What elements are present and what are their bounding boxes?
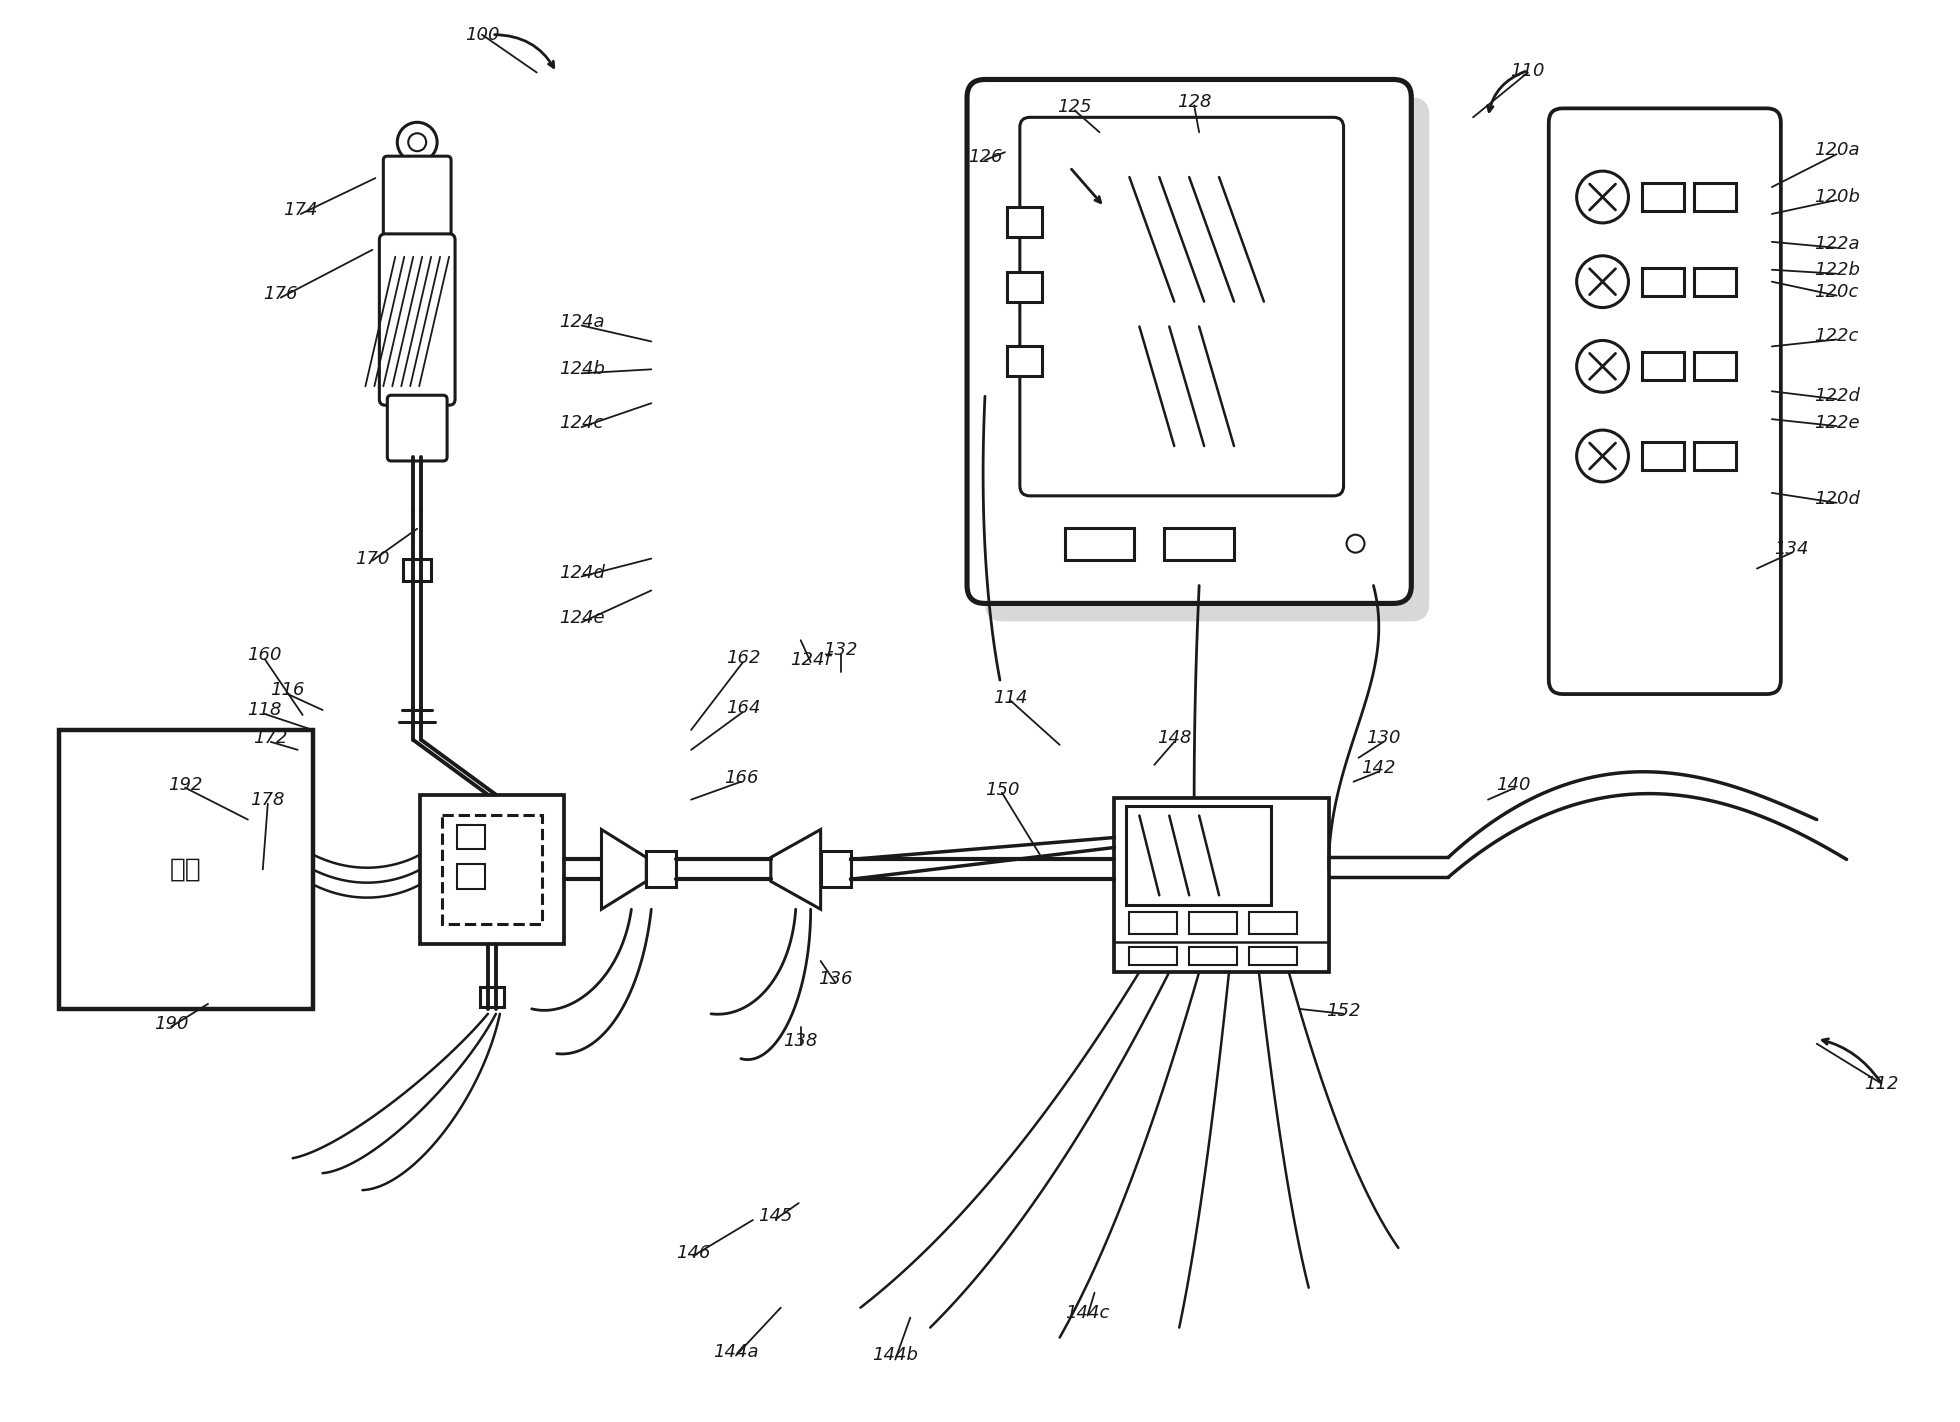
Bar: [821, 852, 851, 887]
Text: 166: 166: [723, 769, 759, 786]
Circle shape: [1576, 429, 1629, 482]
Polygon shape: [602, 829, 647, 909]
Text: 116: 116: [270, 681, 306, 700]
Text: 122c: 122c: [1815, 327, 1858, 346]
FancyBboxPatch shape: [388, 395, 447, 461]
Text: 128: 128: [1176, 94, 1211, 111]
Text: 192: 192: [169, 776, 202, 793]
Bar: [1693, 353, 1737, 380]
Circle shape: [1347, 535, 1364, 553]
Bar: [1007, 272, 1043, 301]
Bar: [1642, 353, 1684, 380]
Bar: [1115, 798, 1329, 973]
Text: 122a: 122a: [1813, 235, 1860, 253]
Bar: [443, 815, 541, 924]
Text: 122d: 122d: [1813, 387, 1860, 405]
Text: 142: 142: [1360, 759, 1396, 776]
Bar: [1129, 947, 1178, 966]
FancyBboxPatch shape: [384, 156, 451, 243]
Polygon shape: [770, 829, 821, 909]
Text: 122e: 122e: [1813, 414, 1860, 432]
Bar: [1007, 208, 1043, 237]
Text: 134: 134: [1774, 539, 1809, 557]
Text: 132: 132: [823, 641, 858, 660]
Bar: [1164, 528, 1235, 560]
Text: 164: 164: [725, 700, 760, 717]
Text: 122b: 122b: [1813, 260, 1860, 279]
FancyBboxPatch shape: [1548, 108, 1782, 694]
Text: 124a: 124a: [559, 313, 604, 330]
Text: 120b: 120b: [1813, 188, 1860, 206]
Text: 124d: 124d: [559, 563, 604, 582]
Bar: [1249, 947, 1298, 966]
Bar: [1190, 912, 1237, 934]
Bar: [59, 729, 312, 1008]
Text: 120c: 120c: [1815, 283, 1858, 300]
Bar: [457, 865, 484, 889]
Text: 144a: 144a: [713, 1344, 759, 1361]
Bar: [1642, 183, 1684, 210]
Text: 120a: 120a: [1813, 141, 1860, 159]
Text: 120d: 120d: [1813, 489, 1860, 508]
Text: 176: 176: [263, 284, 298, 303]
Bar: [457, 825, 484, 849]
Circle shape: [1576, 171, 1629, 223]
Bar: [1693, 183, 1737, 210]
Text: 124e: 124e: [559, 610, 604, 627]
Text: 178: 178: [251, 791, 284, 809]
Text: 172: 172: [253, 729, 288, 747]
FancyBboxPatch shape: [1019, 118, 1343, 496]
Text: 140: 140: [1495, 776, 1531, 793]
Bar: [1249, 912, 1298, 934]
Text: 150: 150: [984, 781, 1019, 799]
Text: 144c: 144c: [1066, 1304, 1109, 1321]
Text: 174: 174: [284, 201, 318, 219]
Bar: [1642, 267, 1684, 296]
Bar: [647, 852, 676, 887]
Text: 130: 130: [1366, 729, 1401, 747]
Bar: [1693, 267, 1737, 296]
Text: 124b: 124b: [559, 360, 604, 378]
FancyBboxPatch shape: [986, 97, 1429, 621]
Text: 124c: 124c: [559, 414, 604, 432]
Text: 118: 118: [247, 701, 282, 720]
Bar: [404, 559, 431, 580]
FancyBboxPatch shape: [966, 80, 1411, 603]
Text: 125: 125: [1056, 98, 1092, 117]
Text: 145: 145: [759, 1207, 794, 1224]
Text: 124f: 124f: [790, 651, 831, 670]
Bar: [1127, 806, 1270, 906]
Text: 114: 114: [992, 690, 1027, 707]
Bar: [1693, 442, 1737, 469]
Bar: [1190, 947, 1237, 966]
Text: 152: 152: [1327, 1003, 1360, 1020]
Circle shape: [1576, 256, 1629, 307]
Text: 144b: 144b: [872, 1347, 919, 1365]
Bar: [1064, 528, 1135, 560]
Text: 112: 112: [1864, 1075, 1899, 1092]
Text: 162: 162: [725, 650, 760, 667]
Bar: [419, 795, 564, 944]
Bar: [1007, 347, 1043, 377]
Text: 190: 190: [155, 1015, 188, 1032]
Circle shape: [398, 122, 437, 162]
FancyBboxPatch shape: [380, 233, 455, 405]
Text: 126: 126: [968, 148, 1002, 166]
Circle shape: [1576, 340, 1629, 392]
Bar: [1129, 912, 1178, 934]
Text: 148: 148: [1156, 729, 1192, 747]
Text: 患人: 患人: [169, 856, 202, 883]
Text: 136: 136: [819, 970, 853, 988]
Text: 138: 138: [784, 1032, 817, 1049]
Text: 100: 100: [465, 26, 500, 44]
Text: 170: 170: [355, 549, 390, 567]
Bar: [480, 987, 504, 1007]
Bar: [1642, 442, 1684, 469]
Text: 160: 160: [247, 646, 282, 664]
Text: 146: 146: [676, 1244, 710, 1261]
Text: 110: 110: [1511, 61, 1544, 80]
